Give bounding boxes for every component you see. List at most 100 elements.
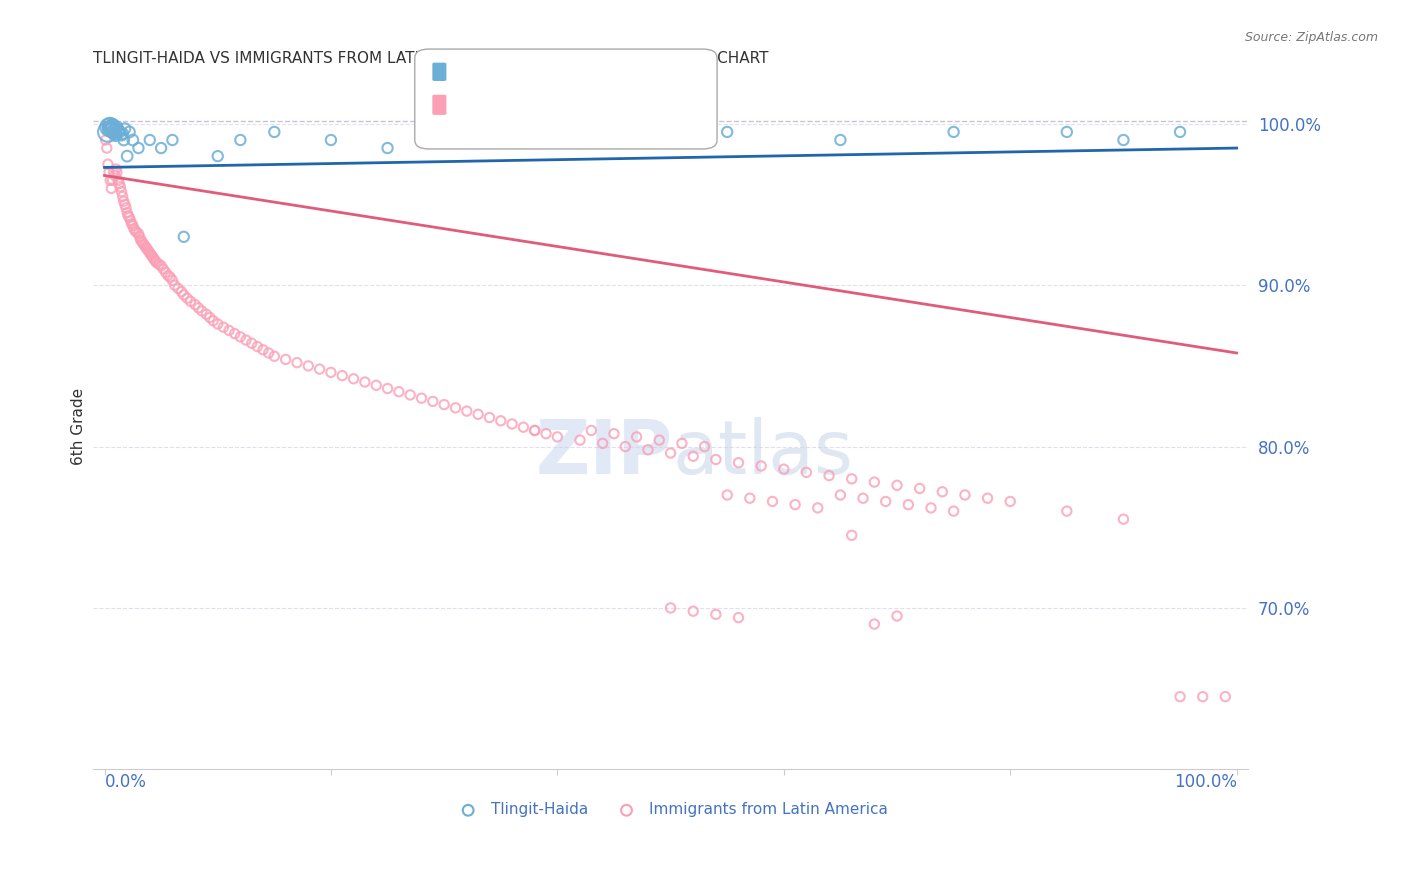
Point	[163, 278, 186, 293]
Point	[603, 133, 626, 147]
Point	[103, 123, 125, 137]
Point	[187, 301, 209, 315]
Text: 0.075: 0.075	[486, 72, 538, 90]
Point	[176, 291, 198, 305]
Point	[100, 120, 122, 134]
Point	[1056, 504, 1078, 518]
Point	[118, 125, 141, 139]
Point	[456, 404, 478, 418]
Point	[1112, 133, 1135, 147]
Point	[422, 394, 444, 409]
Point	[682, 604, 704, 618]
Text: N =: N =	[581, 105, 627, 124]
Point	[807, 500, 830, 515]
Point	[235, 333, 257, 347]
Point	[145, 255, 167, 269]
Point	[110, 179, 132, 194]
Point	[682, 450, 704, 464]
Point	[148, 257, 170, 271]
Point	[366, 378, 388, 392]
Point	[512, 420, 534, 434]
Point	[105, 120, 128, 134]
Point	[108, 125, 131, 139]
Point	[110, 185, 132, 199]
Point	[852, 491, 875, 506]
Point	[229, 133, 252, 147]
Point	[716, 488, 738, 502]
Point	[143, 252, 166, 267]
Point	[229, 330, 252, 344]
Point	[467, 407, 489, 421]
Point	[129, 233, 152, 247]
Point	[173, 288, 195, 302]
Point	[263, 125, 285, 139]
Point	[252, 343, 274, 357]
Point	[127, 227, 149, 241]
Point	[110, 128, 132, 143]
Text: atlas: atlas	[673, 417, 853, 491]
Point	[138, 244, 160, 259]
Text: 100.0%: 100.0%	[1174, 772, 1237, 790]
Text: ZIP: ZIP	[536, 417, 673, 491]
Point	[139, 247, 162, 261]
Point	[444, 401, 467, 415]
Point	[704, 607, 727, 622]
Point	[377, 141, 399, 155]
Point	[546, 430, 568, 444]
Point	[319, 365, 342, 379]
Point	[115, 149, 138, 163]
Point	[141, 249, 163, 263]
Point	[111, 189, 134, 203]
Point	[128, 229, 150, 244]
Point	[1168, 125, 1191, 139]
Point	[152, 262, 174, 277]
Point	[818, 468, 841, 483]
Point	[94, 133, 117, 147]
Point	[103, 165, 125, 179]
Point	[785, 498, 807, 512]
Point	[592, 436, 614, 450]
Point	[377, 382, 399, 396]
Point	[841, 528, 863, 542]
Point	[103, 125, 125, 139]
Point	[274, 352, 297, 367]
Point	[297, 359, 319, 373]
Point	[134, 238, 156, 252]
Point	[399, 388, 422, 402]
Point	[112, 133, 135, 147]
Point	[285, 356, 308, 370]
Point	[101, 121, 124, 136]
Point	[830, 133, 852, 147]
Point	[173, 229, 195, 244]
Y-axis label: 6th Grade: 6th Grade	[72, 388, 86, 465]
Point	[501, 417, 523, 431]
Point	[101, 119, 124, 133]
Point	[637, 442, 659, 457]
Point	[117, 209, 139, 223]
Text: 0.0%: 0.0%	[104, 772, 146, 790]
Point	[671, 436, 693, 450]
Point	[202, 314, 225, 328]
Point	[150, 141, 173, 155]
Point	[976, 491, 998, 506]
Point	[863, 617, 886, 632]
Point	[134, 239, 156, 253]
Point	[122, 221, 145, 235]
Point	[246, 339, 269, 353]
Point	[97, 125, 120, 139]
Point	[155, 265, 177, 279]
Point	[101, 173, 124, 187]
Point	[796, 466, 818, 480]
Point	[180, 294, 202, 309]
Point	[150, 259, 173, 273]
Text: 150: 150	[620, 105, 661, 124]
Point	[162, 273, 184, 287]
Point	[198, 310, 221, 325]
Point	[1000, 494, 1022, 508]
Point	[121, 219, 143, 233]
Point	[614, 440, 637, 454]
Point	[1191, 690, 1213, 704]
Point	[120, 213, 142, 227]
Text: TLINGIT-HAIDA VS IMMIGRANTS FROM LATIN AMERICA 6TH GRADE CORRELATION CHART: TLINGIT-HAIDA VS IMMIGRANTS FROM LATIN A…	[93, 51, 769, 66]
Point	[626, 430, 648, 444]
